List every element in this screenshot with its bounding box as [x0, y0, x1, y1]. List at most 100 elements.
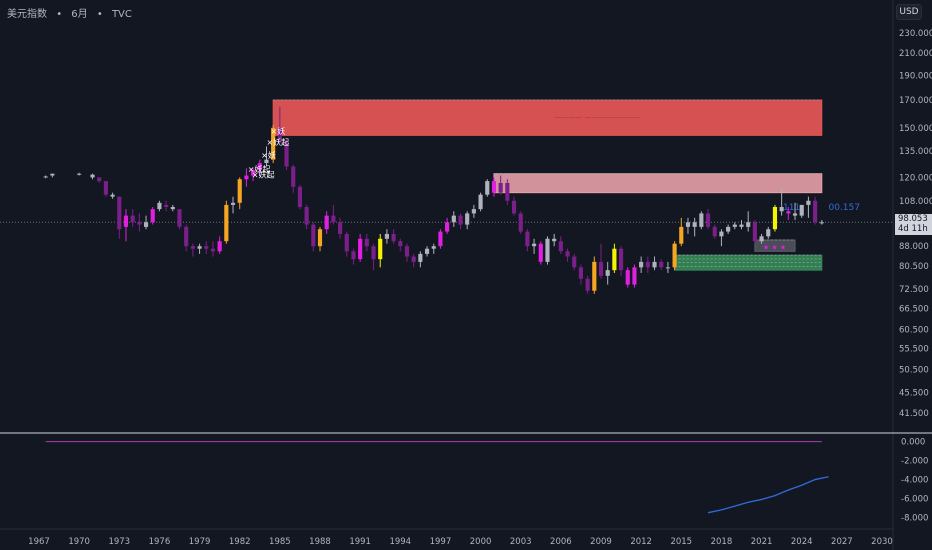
- indicator-pane: 0.000 -2.000 -4.000 -6.000 -8.000: [45, 438, 928, 523]
- candle: [665, 261, 670, 273]
- candle-body: [692, 222, 697, 227]
- candle: [532, 238, 537, 254]
- time-tick-label: 1985: [269, 537, 291, 547]
- candle-body: [351, 251, 356, 260]
- candle-body: [465, 213, 470, 225]
- candle: [103, 181, 108, 197]
- candle-body: [130, 215, 135, 223]
- time-tick-label: 2018: [711, 537, 733, 547]
- candle: [351, 248, 356, 265]
- candle-body: [257, 163, 262, 171]
- candle-body: [538, 243, 543, 262]
- zone-marker: ★ ★ ★: [763, 243, 786, 251]
- candle: [558, 236, 563, 254]
- candle-body: [665, 267, 670, 269]
- candle-body: [578, 267, 584, 279]
- indicator-tick-label: -8.000: [901, 513, 928, 523]
- candle-body: [726, 226, 731, 232]
- time-tick-label: 2012: [630, 537, 652, 547]
- time-tick-label: 2024: [791, 537, 813, 547]
- candle-body: [251, 170, 256, 176]
- indicator-tick-label: 0.000: [901, 438, 925, 448]
- candle-body: [618, 248, 624, 271]
- candle: [485, 179, 490, 197]
- candle-body: [177, 209, 182, 227]
- candle: [210, 241, 216, 257]
- candle: [97, 177, 102, 183]
- candle-body: [217, 241, 222, 252]
- candle: [311, 222, 316, 252]
- candle: [304, 204, 309, 230]
- candle-body: [759, 236, 764, 242]
- zones: ★ ★ ★ ———— ————————: [272, 99, 823, 271]
- candle: [184, 224, 189, 252]
- candle-body: [592, 261, 597, 291]
- candle: [739, 220, 744, 230]
- candle-body: [43, 176, 48, 178]
- candle: [170, 204, 175, 212]
- candle-body: [431, 246, 436, 249]
- candle-body: [311, 224, 316, 247]
- candle-body: [190, 246, 195, 249]
- candle: [618, 246, 624, 276]
- candle: [358, 233, 363, 262]
- time-tick-label: 1991: [349, 537, 371, 547]
- candle: [197, 243, 202, 254]
- candle-body: [284, 141, 289, 167]
- candle: [632, 264, 637, 288]
- interval-label[interactable]: 6月: [71, 9, 88, 20]
- candle: [297, 184, 303, 210]
- candle: [819, 220, 824, 225]
- price-tick-label: 72.500: [899, 285, 929, 295]
- candle-body: [271, 127, 276, 160]
- candle: [190, 243, 195, 257]
- candle: [511, 196, 517, 216]
- time-tick-label: 2009: [590, 537, 612, 547]
- candle-body: [164, 204, 169, 208]
- candle-body: [565, 251, 570, 257]
- candle: [605, 261, 610, 285]
- candle: [478, 192, 483, 212]
- zone-box: [493, 173, 823, 194]
- candle: [505, 179, 510, 205]
- price-tick-label: 120.000: [899, 173, 932, 183]
- candle: [177, 209, 182, 230]
- candle: [291, 164, 296, 193]
- candle: [679, 217, 684, 247]
- price-tick-label: 88.000: [899, 242, 929, 252]
- candle-body: [552, 238, 557, 242]
- candle: [77, 172, 82, 176]
- candle-body: [77, 173, 82, 175]
- price-tick-label: 135.000: [899, 147, 932, 157]
- candle: [424, 246, 430, 257]
- candle-body: [558, 241, 563, 252]
- candle: [264, 146, 269, 167]
- candle-body: [752, 222, 757, 242]
- candle: [726, 224, 731, 234]
- candle: [411, 253, 416, 268]
- candle: [799, 204, 804, 218]
- candle-body: [264, 159, 269, 164]
- candle-body: [451, 215, 456, 223]
- candle-body: [719, 231, 724, 237]
- candle: [752, 220, 757, 244]
- candle-body: [170, 207, 175, 210]
- candle: [625, 267, 630, 288]
- candle: [685, 217, 691, 234]
- candle-body: [491, 181, 497, 193]
- time-tick-label: 1994: [389, 537, 411, 547]
- candle-body: [572, 256, 577, 268]
- candle-body: [210, 248, 216, 252]
- currency-button[interactable]: USD: [896, 4, 922, 20]
- price-tick-label: 55.500: [899, 344, 929, 354]
- candle-body: [438, 231, 443, 247]
- candle: [445, 217, 450, 234]
- candle-body: [525, 231, 530, 247]
- candle: [612, 243, 617, 273]
- candle-body: [712, 226, 717, 237]
- candle-body: [103, 181, 108, 195]
- candle: [652, 256, 657, 271]
- indicator-tick-label: -4.000: [901, 476, 928, 486]
